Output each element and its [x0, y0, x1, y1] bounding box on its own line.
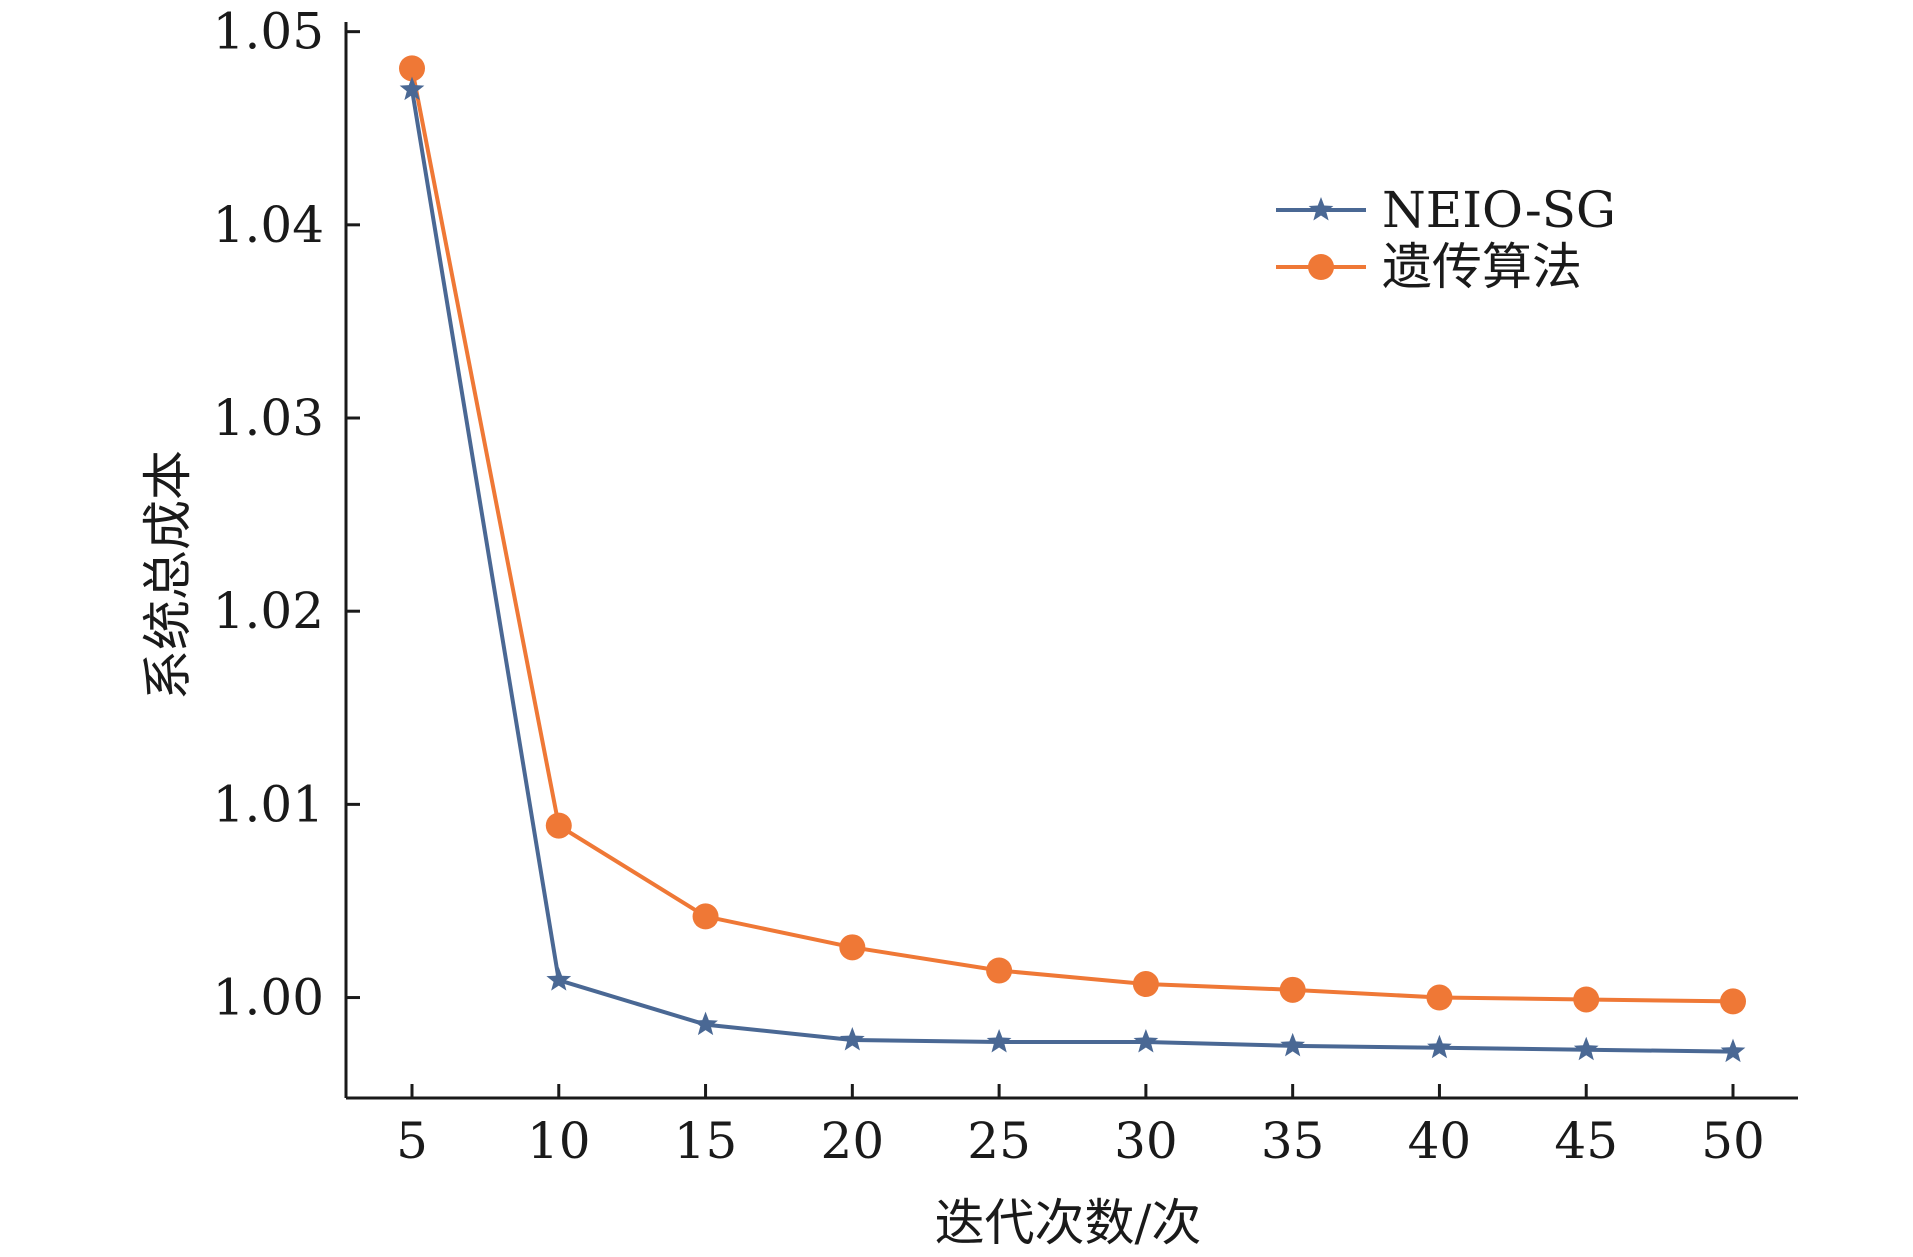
data-point-circle: [1426, 984, 1453, 1011]
series-group: [399, 55, 1746, 1063]
x-tick-label: 30: [1114, 1112, 1178, 1170]
data-point-circle: [1573, 986, 1600, 1013]
data-point-circle: [399, 55, 425, 82]
legend-entry: NEIO-SG: [1276, 181, 1616, 239]
data-point-star: [986, 1028, 1012, 1053]
legend-label: 遗传算法: [1382, 238, 1582, 296]
legend-label: NEIO-SG: [1382, 181, 1616, 239]
legend-marker-circle: [1308, 254, 1334, 280]
x-tick-label: 35: [1261, 1112, 1325, 1170]
x-tick-label: 5: [396, 1112, 428, 1170]
data-point-circle: [986, 957, 1013, 984]
x-tick-label: 15: [674, 1112, 738, 1170]
data-point-circle: [692, 903, 719, 930]
data-point-circle: [545, 812, 572, 839]
x-tick-label: 40: [1408, 1112, 1472, 1170]
x-tick-label: 50: [1701, 1112, 1765, 1170]
data-point-circle: [1132, 971, 1159, 998]
x-tick-label: 45: [1554, 1112, 1618, 1170]
x-tick-label: 25: [967, 1112, 1031, 1170]
x-tick-label: 20: [821, 1112, 885, 1170]
series-line: [410, 67, 1734, 1004]
axes: [344, 22, 1798, 1100]
legend-entry: 遗传算法: [1276, 238, 1582, 296]
data-point-circle: [1720, 988, 1746, 1015]
data-point-circle: [839, 934, 866, 961]
data-point-star: [1280, 1032, 1306, 1057]
y-tick-label: 1.01: [213, 775, 324, 833]
y-tick-label: 1.04: [213, 196, 324, 254]
y-tick-label: 1.00: [213, 969, 324, 1027]
ticks: 1.00 1.01 1.02 1.03 1.04 1.05 5 10 15 20 25 30 35 40 4…: [213, 3, 1765, 1170]
y-tick-label: 1.03: [213, 389, 324, 447]
data-point-star: [1573, 1036, 1599, 1061]
data-point-star: [693, 1011, 718, 1036]
data-point-star: [1720, 1038, 1746, 1063]
data-point-star: [1133, 1028, 1159, 1053]
legend-marker-star: [1308, 197, 1334, 221]
data-point-circle: [1279, 976, 1306, 1003]
series-genetic-algorithm: [399, 55, 1746, 1015]
y-axis-title: 系统总成本: [139, 450, 197, 700]
y-tick-label: 1.05: [213, 3, 324, 61]
x-axis-title: 迭代次数/次: [935, 1194, 1202, 1252]
series-line: [410, 89, 1734, 1054]
data-point-star: [839, 1027, 865, 1051]
series-neio-sg: [399, 76, 1746, 1063]
data-point-star: [546, 967, 572, 991]
y-tick-label: 1.02: [213, 582, 324, 640]
data-point-star: [1427, 1034, 1452, 1059]
data-point-star: [399, 76, 425, 101]
x-tick-label: 10: [527, 1112, 591, 1170]
